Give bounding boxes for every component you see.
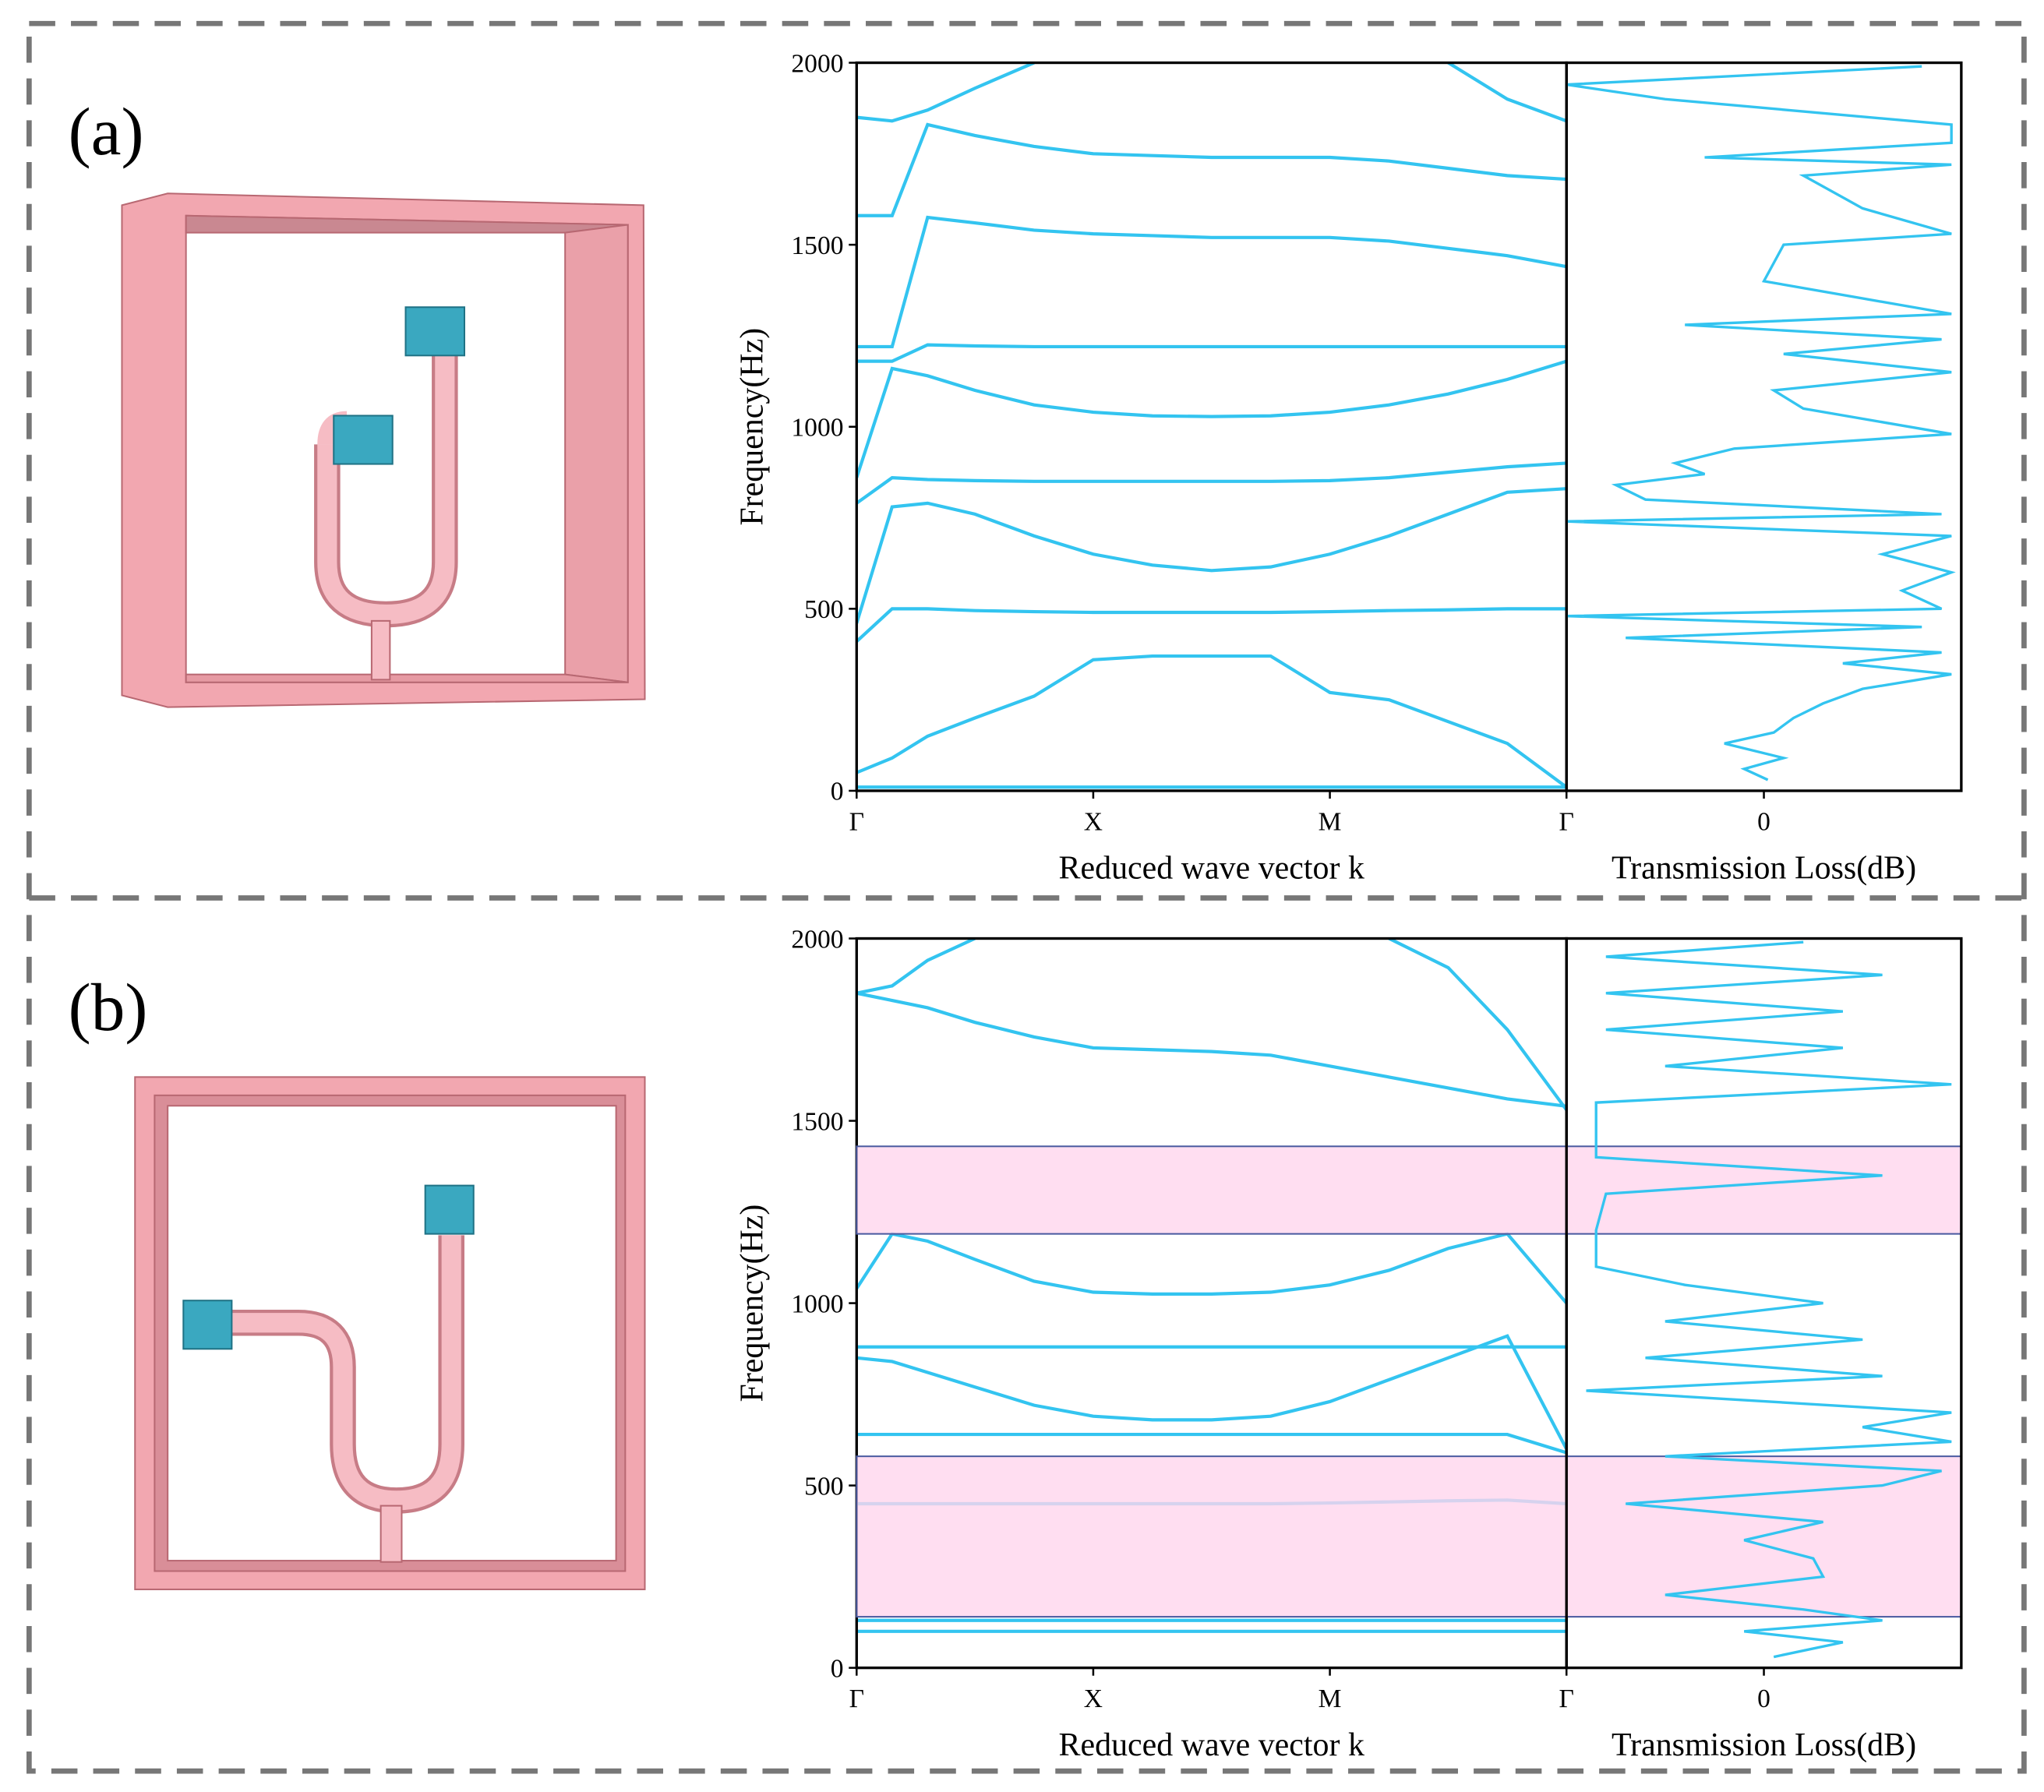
band-curve [856,62,1567,123]
y-axis-label: Frequency(Hz) [734,1205,770,1402]
band-curve [856,461,1567,505]
plot-area [1586,940,1952,1659]
x-tick-label: X [1084,807,1103,836]
model-b [134,1076,646,1590]
band-curve [1388,938,1567,1111]
x-tick-label: X [1084,1684,1103,1713]
band-gap [856,1145,1962,1235]
band-curve [856,938,976,995]
y-tick-label: 1000 [791,413,843,442]
band-curve [856,1334,1567,1450]
model-a [121,192,646,708]
band-gap [856,1455,1962,1618]
x-tick-label: Γ [849,1684,864,1713]
y-tick-label: 2000 [791,925,843,954]
band-curve [856,487,1567,624]
band-curve [856,122,1567,217]
transmission-loss-curve [1566,65,1956,781]
panel-label: (b) [69,969,148,1045]
x-tick-label: M [1319,807,1342,836]
band-curve [856,654,1567,788]
panel-label: (a) [69,93,144,169]
y-tick-label: 1500 [791,231,843,260]
plot-area [1566,65,1956,781]
plot-frame [855,61,1568,792]
x-axis-label: Transmission Loss(dB) [1612,850,1916,886]
band-curve [856,343,1567,363]
x-tick-label: M [1319,1684,1342,1713]
y-tick-label: 500 [804,595,843,624]
x-tick-label: Γ [849,807,864,836]
y-axis-label: Frequency(Hz) [734,328,770,526]
x-axis-label: Reduced wave vector k [1059,1727,1364,1763]
band-curve [856,1432,1567,1455]
band-curve [856,607,1567,643]
plot-area [856,62,1567,789]
x-axis-label: Reduced wave vector k [1059,850,1364,886]
y-tick-label: 1500 [791,1107,843,1136]
x-tick-label: Γ [1559,1684,1574,1713]
x-tick-label: 0 [1757,1684,1770,1713]
transmission-loss-curve [1586,940,1952,1659]
y-tick-label: 0 [831,1654,844,1683]
y-tick-label: 500 [804,1472,843,1501]
band-curve [856,215,1567,349]
x-tick-label: 0 [1757,807,1770,836]
x-axis-label: Transmission Loss(dB) [1612,1727,1916,1763]
band-curve [856,1232,1567,1304]
band-curve [856,359,1567,478]
y-tick-label: 0 [831,778,844,806]
y-tick-label: 1000 [791,1289,843,1318]
x-tick-label: Γ [1559,807,1574,836]
y-tick-label: 2000 [791,49,843,78]
band-curve [856,991,1567,1108]
